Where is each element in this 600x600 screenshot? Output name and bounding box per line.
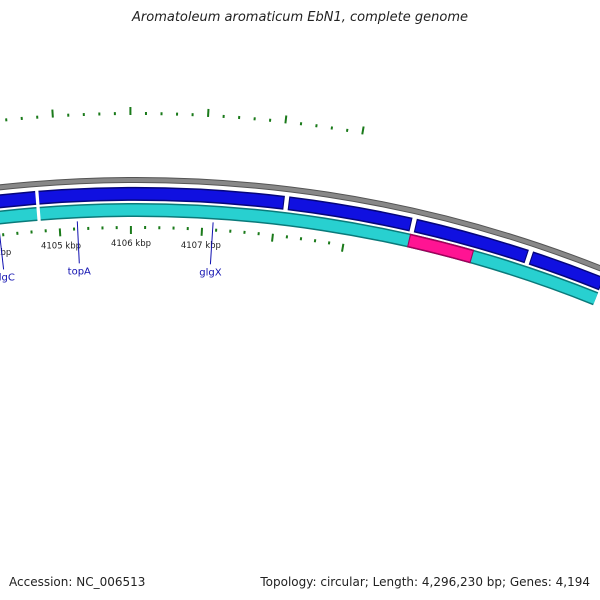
gene-leader-glgX [209, 222, 214, 265]
forward-cds-1 [0, 188, 284, 209]
kbp-label: 4104 kbp [0, 248, 11, 258]
topology-summary: Topology: circular; Length: 4,296,230 bp… [260, 575, 590, 589]
kbp-label: 4107 kbp [181, 241, 221, 251]
forward-cds-4 [530, 253, 600, 289]
gene-label-glgX: glgX [199, 267, 221, 278]
outer-tick-marks [5, 107, 365, 135]
inner-tick [341, 243, 345, 252]
gene-labels: treYebA6920glgCtopAglgX [0, 221, 222, 283]
kbp-label: 4105 kbp [41, 241, 81, 251]
map-title: Aromatoleum aromaticum EbN1, complete ge… [132, 10, 468, 25]
inner-tick [271, 233, 274, 242]
gene-leader-topA [76, 221, 80, 264]
outer-tick [361, 126, 365, 135]
rna-feature [408, 235, 473, 262]
feature-tracks [0, 177, 600, 306]
kbp-scale-labels: 4098 kbp4099 kbp4100 kbp4101 kbp4102 kbp… [0, 239, 221, 258]
forward-cds-2 [288, 198, 412, 230]
outer-tick [51, 109, 54, 118]
kbp-label: 4106 kbp [111, 239, 151, 249]
gene-label-topA: topA [68, 266, 91, 277]
outer-tick [284, 115, 288, 124]
gene-leader-glgC [0, 232, 5, 270]
inner-tick-marks [2, 226, 345, 252]
forward-cds-3 [415, 220, 528, 262]
accession-label: Accession: NC_006513 [9, 575, 146, 589]
gene-label-glgC: glgC [0, 272, 15, 283]
inner-tick [58, 228, 62, 237]
backbone-ring [0, 178, 600, 271]
